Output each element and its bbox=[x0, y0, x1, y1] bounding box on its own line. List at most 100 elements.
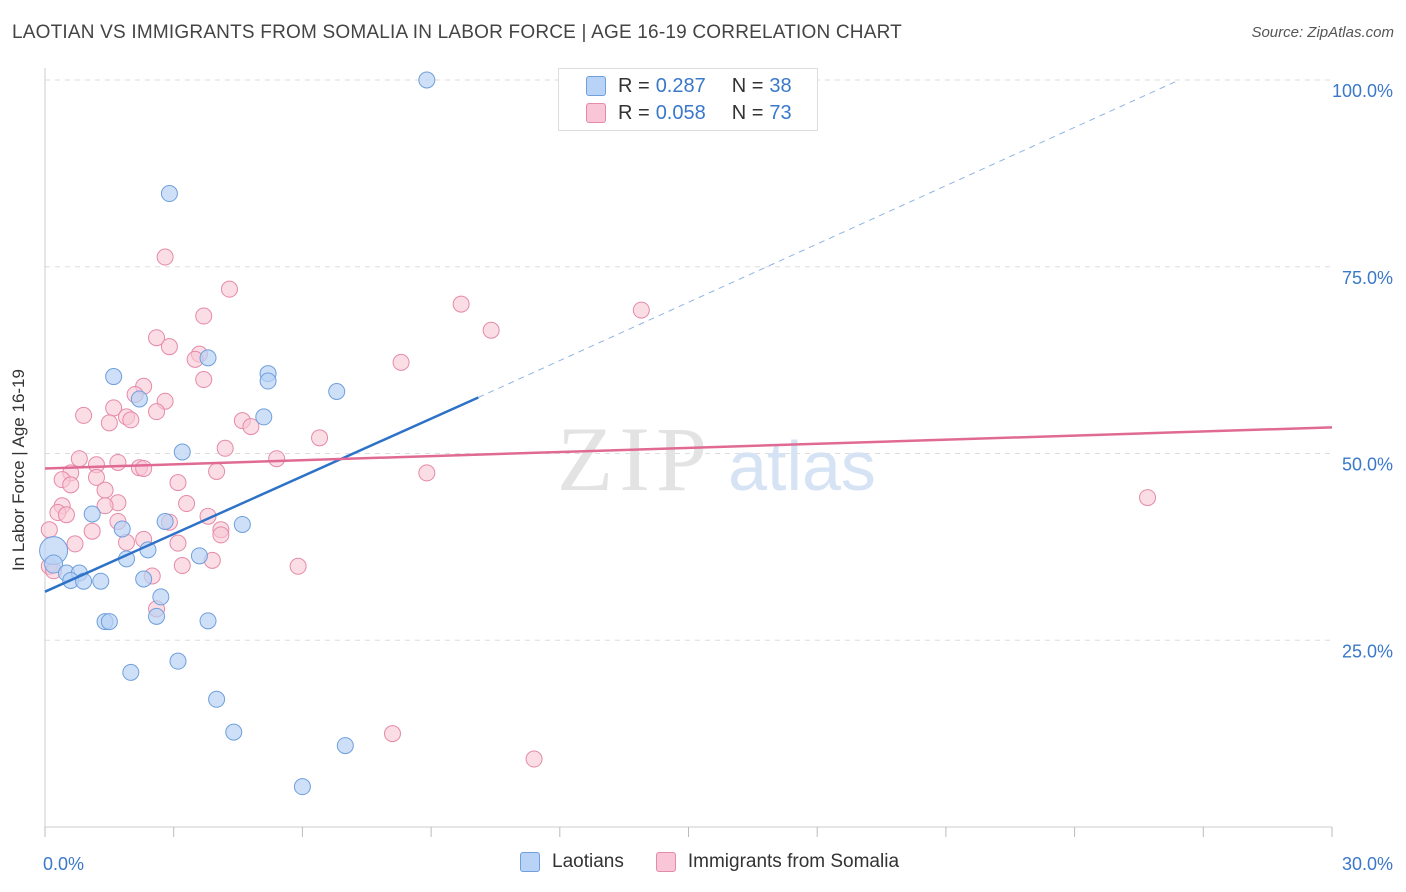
watermark-atlas: atlas bbox=[728, 427, 876, 505]
somalia-point bbox=[148, 329, 166, 347]
somalia-point bbox=[96, 481, 114, 499]
laotian-point bbox=[148, 607, 166, 625]
somalia-point bbox=[135, 459, 153, 477]
legend-label-laotians: Laotians bbox=[552, 851, 624, 872]
somalia-point bbox=[195, 307, 213, 325]
gridlines bbox=[45, 79, 1332, 641]
somalia-point bbox=[242, 418, 260, 436]
legend-item-somalia: Immigrants from Somalia bbox=[655, 851, 900, 873]
laotian-point bbox=[130, 390, 148, 408]
somalia-point bbox=[100, 414, 118, 432]
series-legend: Laotians Immigrants from Somalia bbox=[520, 851, 931, 873]
laotian-point bbox=[100, 613, 118, 631]
laotian-point bbox=[328, 382, 346, 400]
legend-row-somalia: R = 0.058 N = 73 bbox=[586, 101, 792, 125]
laotian-point bbox=[92, 572, 110, 590]
laotian-point bbox=[336, 737, 354, 755]
laotian-point bbox=[44, 554, 64, 574]
y-tick-label: 75.0% bbox=[1342, 268, 1393, 288]
somalia-trend-line bbox=[44, 426, 1333, 470]
y-axis-title: In Labor Force | Age 16-19 bbox=[9, 369, 28, 571]
legend-r-value: 0.058 bbox=[655, 101, 706, 124]
laotian-point bbox=[122, 663, 140, 681]
somalia-point bbox=[482, 321, 500, 339]
somalia-point bbox=[195, 371, 213, 389]
somalia-point bbox=[178, 495, 196, 513]
x-tick-label: 0.0% bbox=[43, 854, 84, 874]
somalia-point bbox=[632, 301, 650, 319]
correlation-legend: R = 0.287 N = 38 R = 0.058 N = 73 bbox=[558, 68, 818, 131]
somalia-point bbox=[418, 464, 436, 482]
somalia-point bbox=[268, 450, 286, 468]
legend-swatch-somalia bbox=[655, 852, 676, 872]
laotian-point bbox=[225, 723, 243, 741]
somalia-point bbox=[216, 439, 234, 457]
legend-n-label: N = bbox=[731, 74, 764, 97]
somalia-point bbox=[62, 476, 80, 494]
somalia-point bbox=[452, 295, 470, 313]
somalia-point bbox=[148, 403, 166, 421]
laotian-point bbox=[83, 505, 101, 523]
trend-lines bbox=[44, 80, 1333, 593]
chart-title: LAOTIAN VS IMMIGRANTS FROM SOMALIA IN LA… bbox=[12, 22, 902, 43]
somalia-point bbox=[57, 506, 75, 524]
laotian-point bbox=[156, 512, 174, 530]
laotian-point bbox=[418, 71, 436, 89]
laotian-point bbox=[255, 408, 273, 426]
somalia-point bbox=[87, 468, 105, 486]
legend-n-label: N = bbox=[731, 101, 764, 124]
laotian-point bbox=[160, 185, 178, 203]
laotian-point bbox=[173, 443, 191, 461]
laotian-point bbox=[113, 520, 131, 538]
watermark-zip: ZIP bbox=[557, 408, 713, 510]
x-tick-label: 30.0% bbox=[1342, 854, 1393, 874]
laotian-point bbox=[259, 372, 277, 390]
source-label: Source: ZipAtlas.com bbox=[1251, 24, 1394, 41]
legend-n-value: 38 bbox=[769, 74, 792, 97]
somalia-point bbox=[169, 474, 187, 492]
laotian-point bbox=[152, 588, 170, 606]
legend-r-label: R = bbox=[618, 101, 650, 124]
laotian-point bbox=[190, 547, 208, 565]
laotian-point bbox=[208, 690, 226, 708]
laotian-point bbox=[105, 368, 123, 386]
laotian-point bbox=[233, 515, 251, 533]
laotian-trend-extension bbox=[478, 80, 1178, 398]
y-tick-label: 25.0% bbox=[1342, 641, 1393, 661]
somalia-point bbox=[383, 725, 401, 743]
somalia-point bbox=[160, 338, 178, 356]
laotian-point bbox=[199, 349, 217, 367]
somalia-point bbox=[66, 535, 84, 553]
somalia-point bbox=[169, 534, 187, 552]
somalia-point bbox=[525, 750, 543, 768]
somalia-point bbox=[212, 526, 230, 544]
legend-swatch-laotians bbox=[520, 852, 540, 872]
somalia-point bbox=[70, 450, 88, 468]
y-tick-label: 50.0% bbox=[1342, 455, 1393, 475]
somalia-point bbox=[289, 557, 307, 575]
somalia-point bbox=[173, 557, 191, 575]
somalia-point bbox=[392, 353, 410, 371]
legend-n-value: 73 bbox=[769, 101, 792, 124]
somalia-point bbox=[40, 521, 58, 539]
somalia-point bbox=[311, 429, 329, 447]
legend-r-label: R = bbox=[618, 74, 650, 97]
somalia-point bbox=[156, 248, 174, 266]
legend-swatch-pink bbox=[586, 103, 606, 123]
legend-item-laotians: Laotians bbox=[520, 851, 624, 873]
somalia-point bbox=[220, 280, 238, 298]
somalia-point bbox=[122, 411, 140, 429]
laotian-trend-line bbox=[44, 396, 479, 593]
y-tick-label: 100.0% bbox=[1332, 81, 1393, 101]
laotian-point bbox=[199, 612, 217, 630]
tick-labels: 25.0% 50.0% 75.0% 100.0% 0.0% 30.0% bbox=[43, 81, 1393, 874]
somalia-point bbox=[83, 522, 101, 540]
legend-label-somalia: Immigrants from Somalia bbox=[687, 851, 900, 872]
laotian-points bbox=[39, 71, 436, 796]
legend-r-value: 0.287 bbox=[655, 74, 706, 97]
legend-row-laotians: R = 0.287 N = 38 bbox=[586, 74, 792, 98]
somalia-point bbox=[109, 453, 127, 471]
legend-swatch-blue bbox=[586, 76, 606, 96]
somalia-point bbox=[1139, 489, 1157, 507]
